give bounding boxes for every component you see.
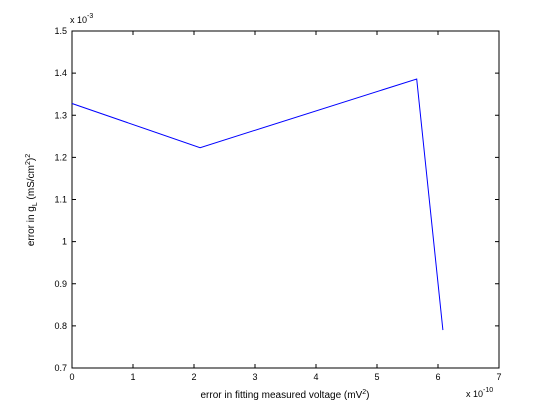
y-tick-label: 0.8 xyxy=(54,321,67,331)
y-axis-label-sup2: 2 xyxy=(25,154,32,158)
y-tick-label: 1.5 xyxy=(54,26,67,36)
x-axis-label-sup: 2 xyxy=(362,389,366,396)
y-axis-label-sub: L xyxy=(32,202,39,206)
data-series xyxy=(71,78,444,331)
series-line xyxy=(71,78,444,331)
y-axis-label-mid: (mS/cm xyxy=(26,165,37,202)
y-tick-label: 1 xyxy=(62,237,67,247)
x-multiplier-exponent: -10 xyxy=(483,387,493,394)
x-axis-label-text: error in fitting measured voltage (mV xyxy=(201,390,363,401)
plot-area xyxy=(71,30,500,369)
y-axis-label-sup: 2 xyxy=(25,161,32,165)
x-multiplier: x 10-10 xyxy=(466,387,493,399)
y-multiplier-base: x 10 xyxy=(70,15,87,25)
y-multiplier-exponent: -3 xyxy=(87,13,93,20)
x-axis-label-end: ) xyxy=(366,390,369,401)
y-axis-label-text: error in g xyxy=(26,206,37,246)
x-axis-label: error in fitting measured voltage (mV2) xyxy=(201,389,370,401)
x-tick-label: 5 xyxy=(374,372,379,382)
x-tick-label: 3 xyxy=(252,372,257,382)
y-tick-label: 1.3 xyxy=(54,110,67,120)
x-tick-label: 4 xyxy=(313,372,318,382)
y-tick-label: 0.9 xyxy=(54,279,67,289)
x-tick-label: 1 xyxy=(130,372,135,382)
x-multiplier-base: x 10 xyxy=(466,389,483,399)
y-tick-label: 0.7 xyxy=(54,363,67,373)
y-tick-label: 1.1 xyxy=(54,195,67,205)
x-tick-label: 7 xyxy=(496,372,501,382)
x-tick-label: 2 xyxy=(191,372,196,382)
x-tick-label: 6 xyxy=(435,372,440,382)
y-multiplier: x 10-3 xyxy=(70,13,93,25)
y-axis-label: error in gL (mS/cm2)2 xyxy=(25,154,39,246)
y-tick-label: 1.4 xyxy=(54,68,67,78)
x-tick-label: 0 xyxy=(69,372,74,382)
y-tick-label: 1.2 xyxy=(54,152,67,162)
axis-ticks: 0 1 2 3 4 5 6 7 0.7 0.8 0.9 1 1.1 1.2 1.3 1.4 1.5 xyxy=(54,26,501,382)
y-axis-label-close: ) xyxy=(26,158,37,161)
